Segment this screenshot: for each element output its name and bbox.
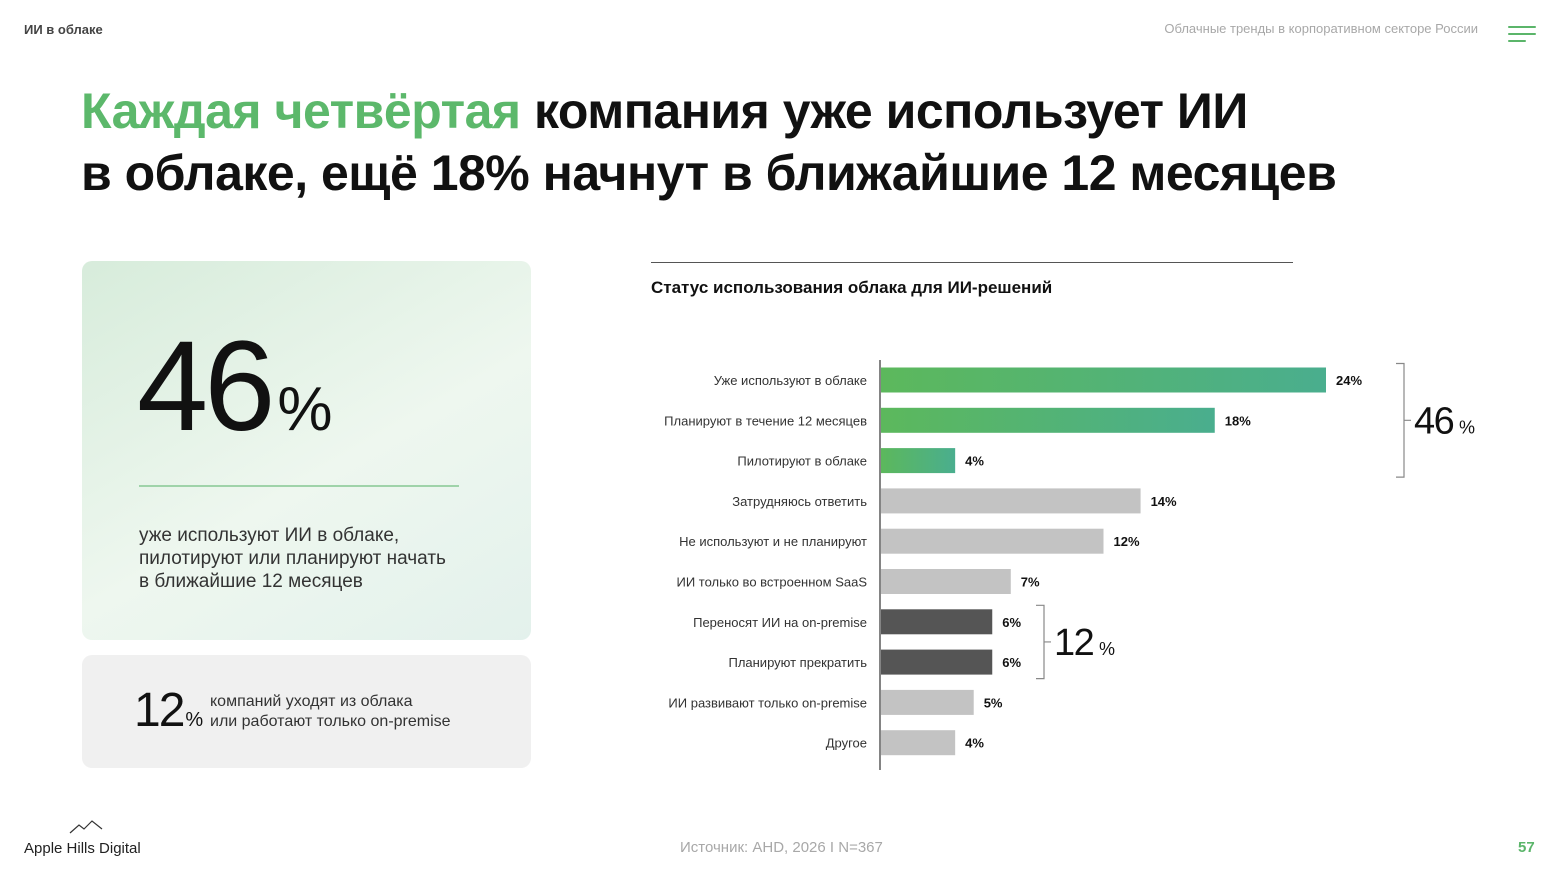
headline-line2: в облаке, ещё 18% начнут в ближайшие 12 …	[81, 145, 1337, 201]
bar-7	[881, 609, 993, 635]
value-label-1: 24%	[1336, 373, 1362, 388]
category-label-7: Переносят ИИ на on-premise	[693, 615, 867, 630]
menu-icon[interactable]	[1508, 24, 1538, 44]
bar-8	[881, 649, 993, 675]
value-label-4: 14%	[1151, 494, 1177, 509]
value-label-3: 4%	[965, 454, 984, 469]
bar-9	[881, 689, 974, 715]
value-label-8: 6%	[1002, 655, 1021, 670]
secondary-stat-unit: %	[185, 709, 204, 731]
category-label-2: Планируют в течение 12 месяцев	[664, 413, 867, 428]
main-stat-card: 46 % уже используют ИИ в облаке, пилотир…	[82, 261, 531, 640]
bar-5	[881, 528, 1104, 554]
main-stat-value: 46 %	[137, 323, 333, 451]
bar-1	[881, 367, 1326, 393]
chart-title: Статус использования облака для ИИ-решен…	[651, 278, 1053, 297]
category-label-6: ИИ только во встроенном SaaS	[676, 575, 867, 590]
bracket-2	[1036, 604, 1051, 680]
headline-line1-rest: компания уже использует ИИ	[520, 83, 1248, 139]
secondary-stat-line2: или работают только on-premise	[210, 713, 451, 730]
bar-10	[881, 730, 956, 756]
bracket-2-number: 12	[1054, 622, 1094, 664]
headline: Каждая четвёртая компания уже использует…	[81, 80, 1337, 204]
secondary-stat-number: 12	[134, 684, 185, 737]
mountain-logo-icon	[69, 820, 103, 834]
bracket-1	[1396, 362, 1411, 478]
category-label-3: Пилотируют в облаке	[737, 454, 867, 469]
bar-3	[881, 448, 956, 474]
brand-name: Apple Hills Digital	[24, 840, 141, 857]
bar-chart: Уже используют в облаке 24% Планируют в те…	[664, 360, 1475, 770]
report-title: Облачные тренды в корпоративном секторе …	[1164, 21, 1478, 36]
section-label: ИИ в облаке	[24, 22, 103, 37]
category-label-8: Планируют прекратить	[728, 655, 867, 670]
value-label-9: 5%	[984, 695, 1003, 710]
category-label-4: Затрудняюсь ответить	[732, 494, 867, 509]
card-divider	[139, 485, 459, 487]
bar-2	[881, 407, 1215, 433]
bracket-1-number: 46	[1414, 400, 1454, 442]
source-note: Источник: AHD, 2026 I N=367	[680, 839, 883, 856]
bar-4	[881, 488, 1141, 514]
main-stat-number: 46	[137, 315, 275, 458]
headline-accent: Каждая четвёртая	[81, 83, 521, 139]
value-label-5: 12%	[1114, 534, 1140, 549]
bracket-1-unit: %	[1459, 417, 1475, 437]
bar-6	[881, 569, 1011, 594]
category-label-5: Не используют и не планируют	[679, 534, 867, 549]
secondary-stat-text: компаний уходят из облака или работают т…	[210, 692, 451, 732]
category-label-1: Уже используют в облаке	[714, 373, 867, 388]
page-number: 57	[1518, 839, 1535, 856]
chart-top-rule	[651, 262, 1293, 263]
main-stat-text: уже используют ИИ в облаке, пилотируют и…	[139, 525, 446, 592]
secondary-stat-line1: компаний уходят из облака	[210, 693, 413, 710]
category-label-10: Другое	[826, 736, 867, 751]
secondary-stat-value: 12 %	[134, 685, 203, 737]
bracket-2-unit: %	[1099, 639, 1115, 659]
value-label-7: 6%	[1002, 615, 1021, 630]
main-stat-unit: %	[277, 375, 333, 444]
secondary-stat-card: 12 % компаний уходят из облака или работ…	[82, 655, 531, 768]
category-label-9: ИИ развивают только on-premise	[668, 695, 867, 710]
value-label-6: 7%	[1021, 575, 1040, 590]
value-label-2: 18%	[1225, 413, 1251, 428]
value-label-10: 4%	[965, 736, 984, 751]
